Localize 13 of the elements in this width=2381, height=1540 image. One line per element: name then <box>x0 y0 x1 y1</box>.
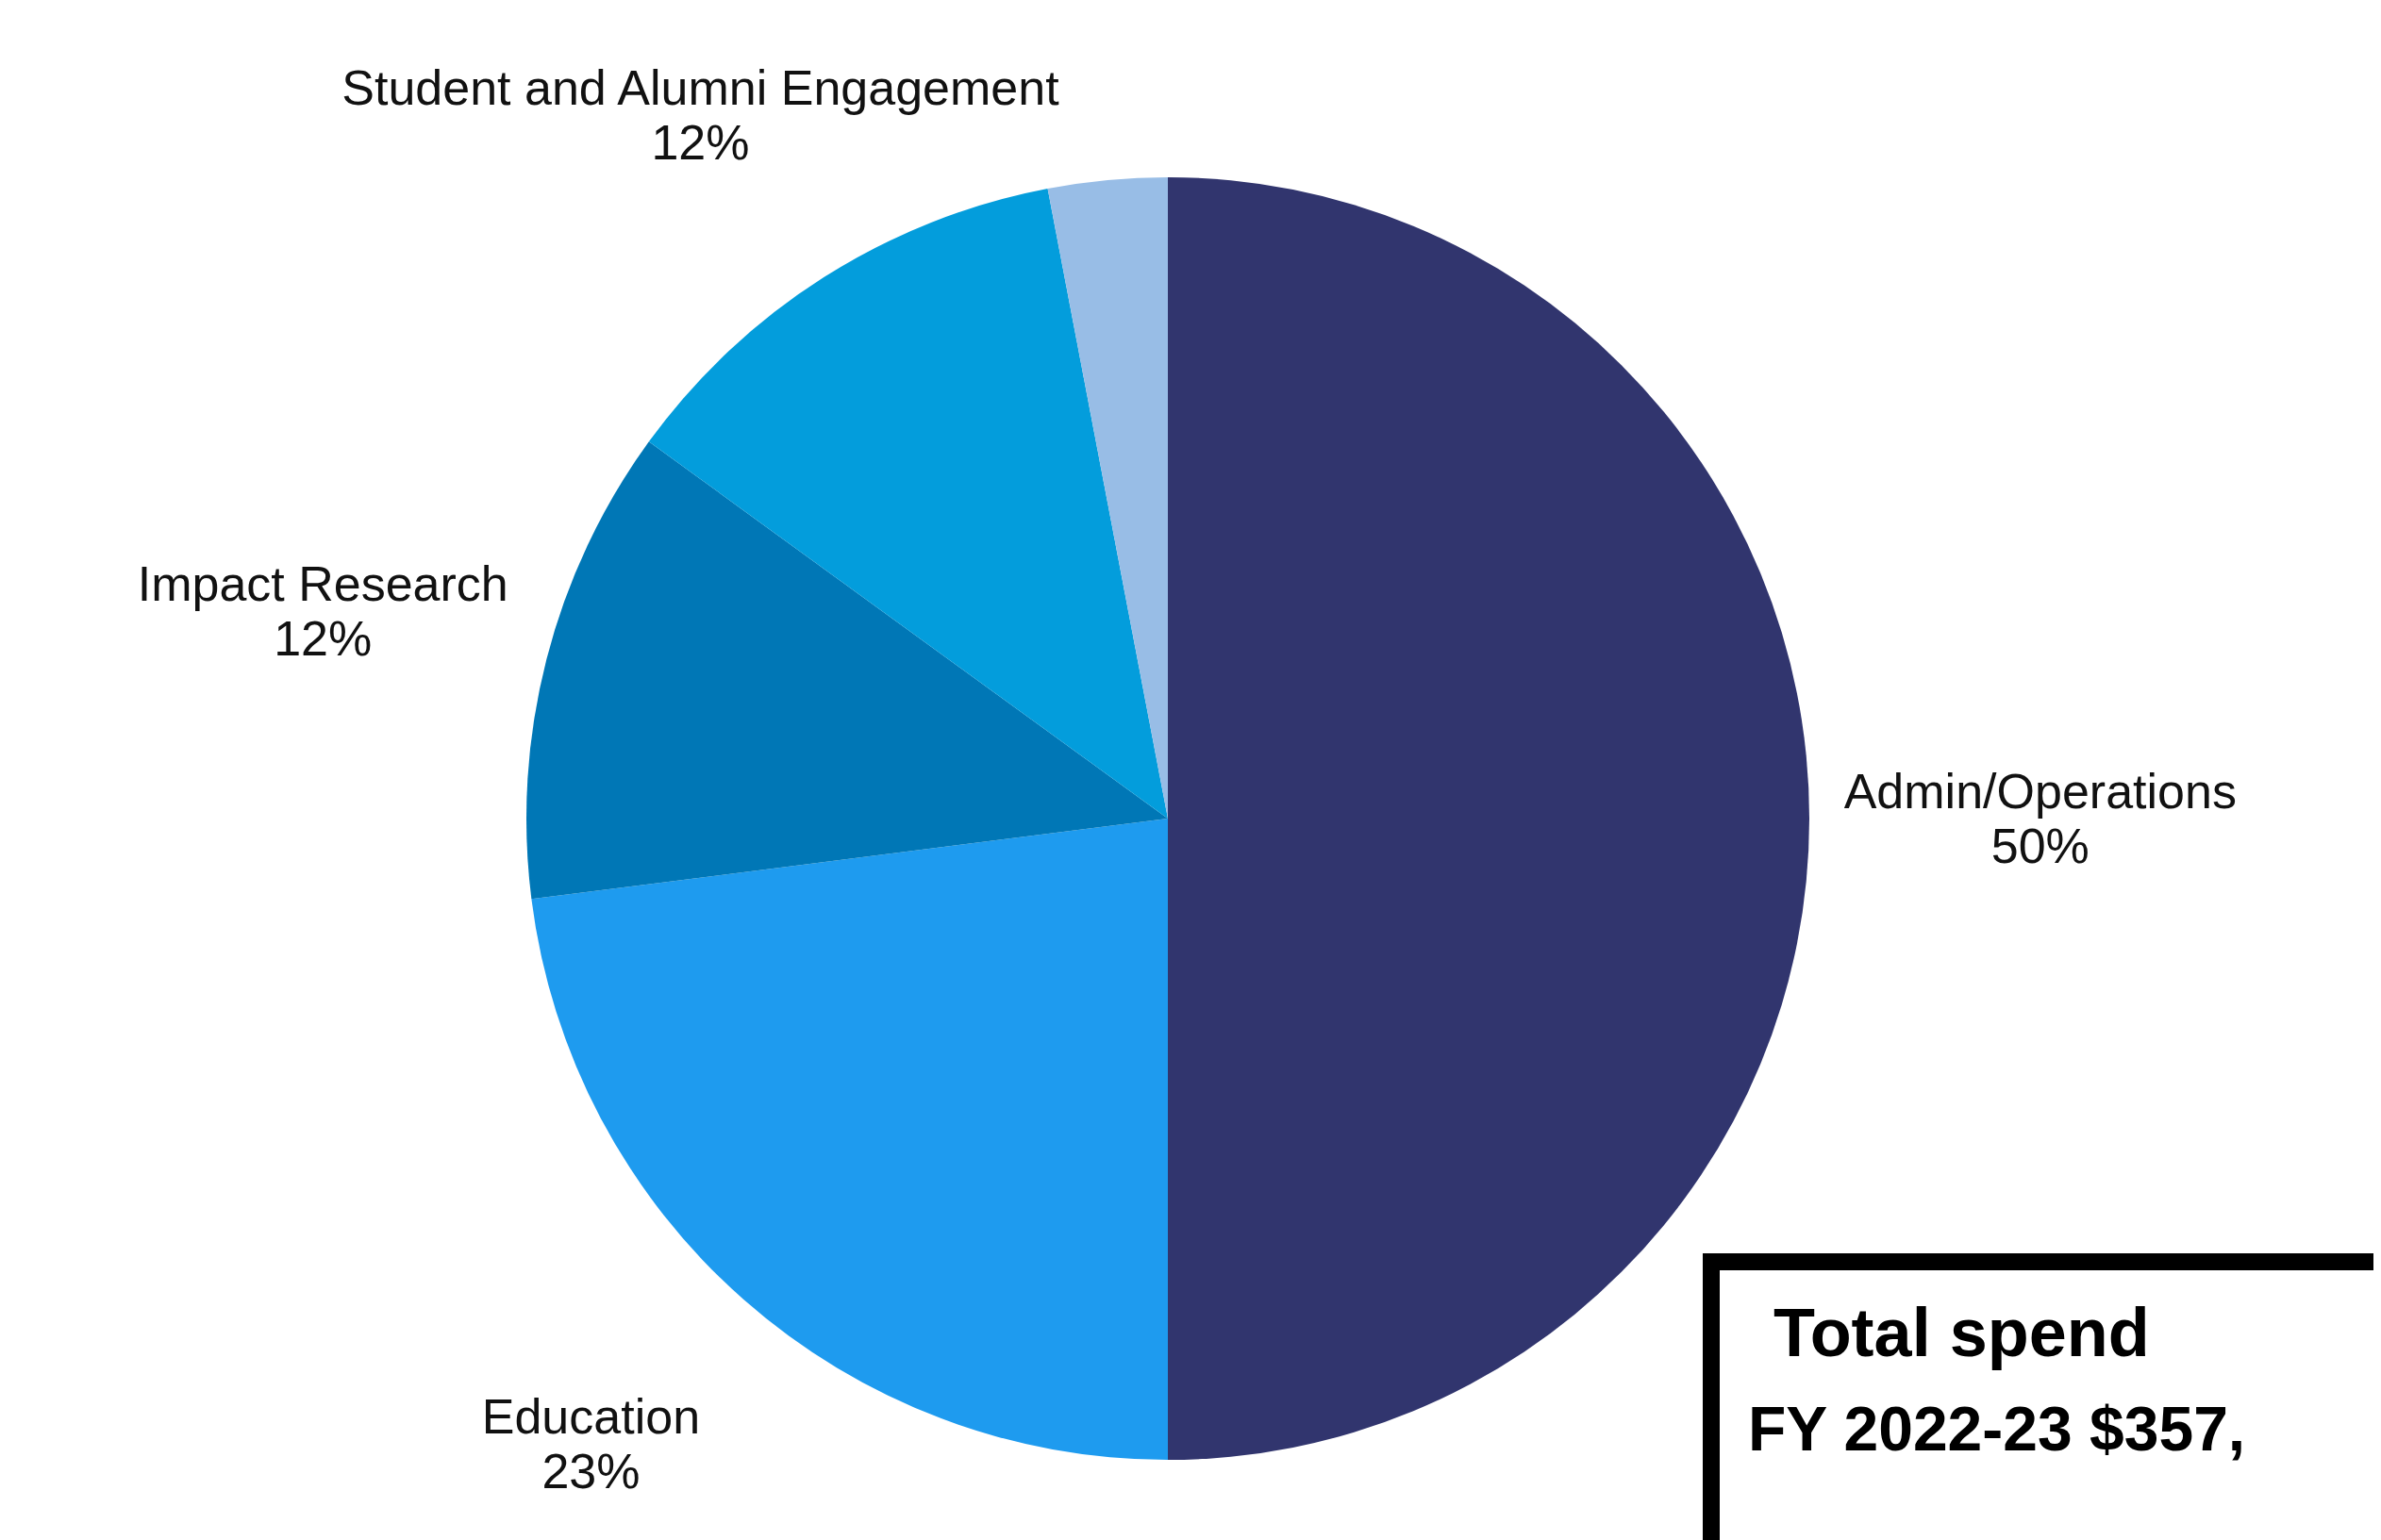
slice-label: Impact Research <box>137 556 508 612</box>
text: Total spend <box>1773 1295 2150 1370</box>
text: FY 2022-23 $357, <box>1748 1394 2246 1464</box>
data-label: 23% <box>541 1444 641 1499</box>
slice-label: Education <box>481 1389 701 1445</box>
slice-label: Admin/Operations <box>1843 764 2237 819</box>
pie-slice <box>648 189 1168 819</box>
slice-label: Student and Alumni Engagement <box>341 59 1060 115</box>
data-label: 12% <box>651 114 750 170</box>
data-label: 12% <box>274 611 373 667</box>
pie-slice <box>1047 177 1168 819</box>
data-label: 50% <box>1990 819 2090 873</box>
pie-slice <box>526 441 1168 900</box>
